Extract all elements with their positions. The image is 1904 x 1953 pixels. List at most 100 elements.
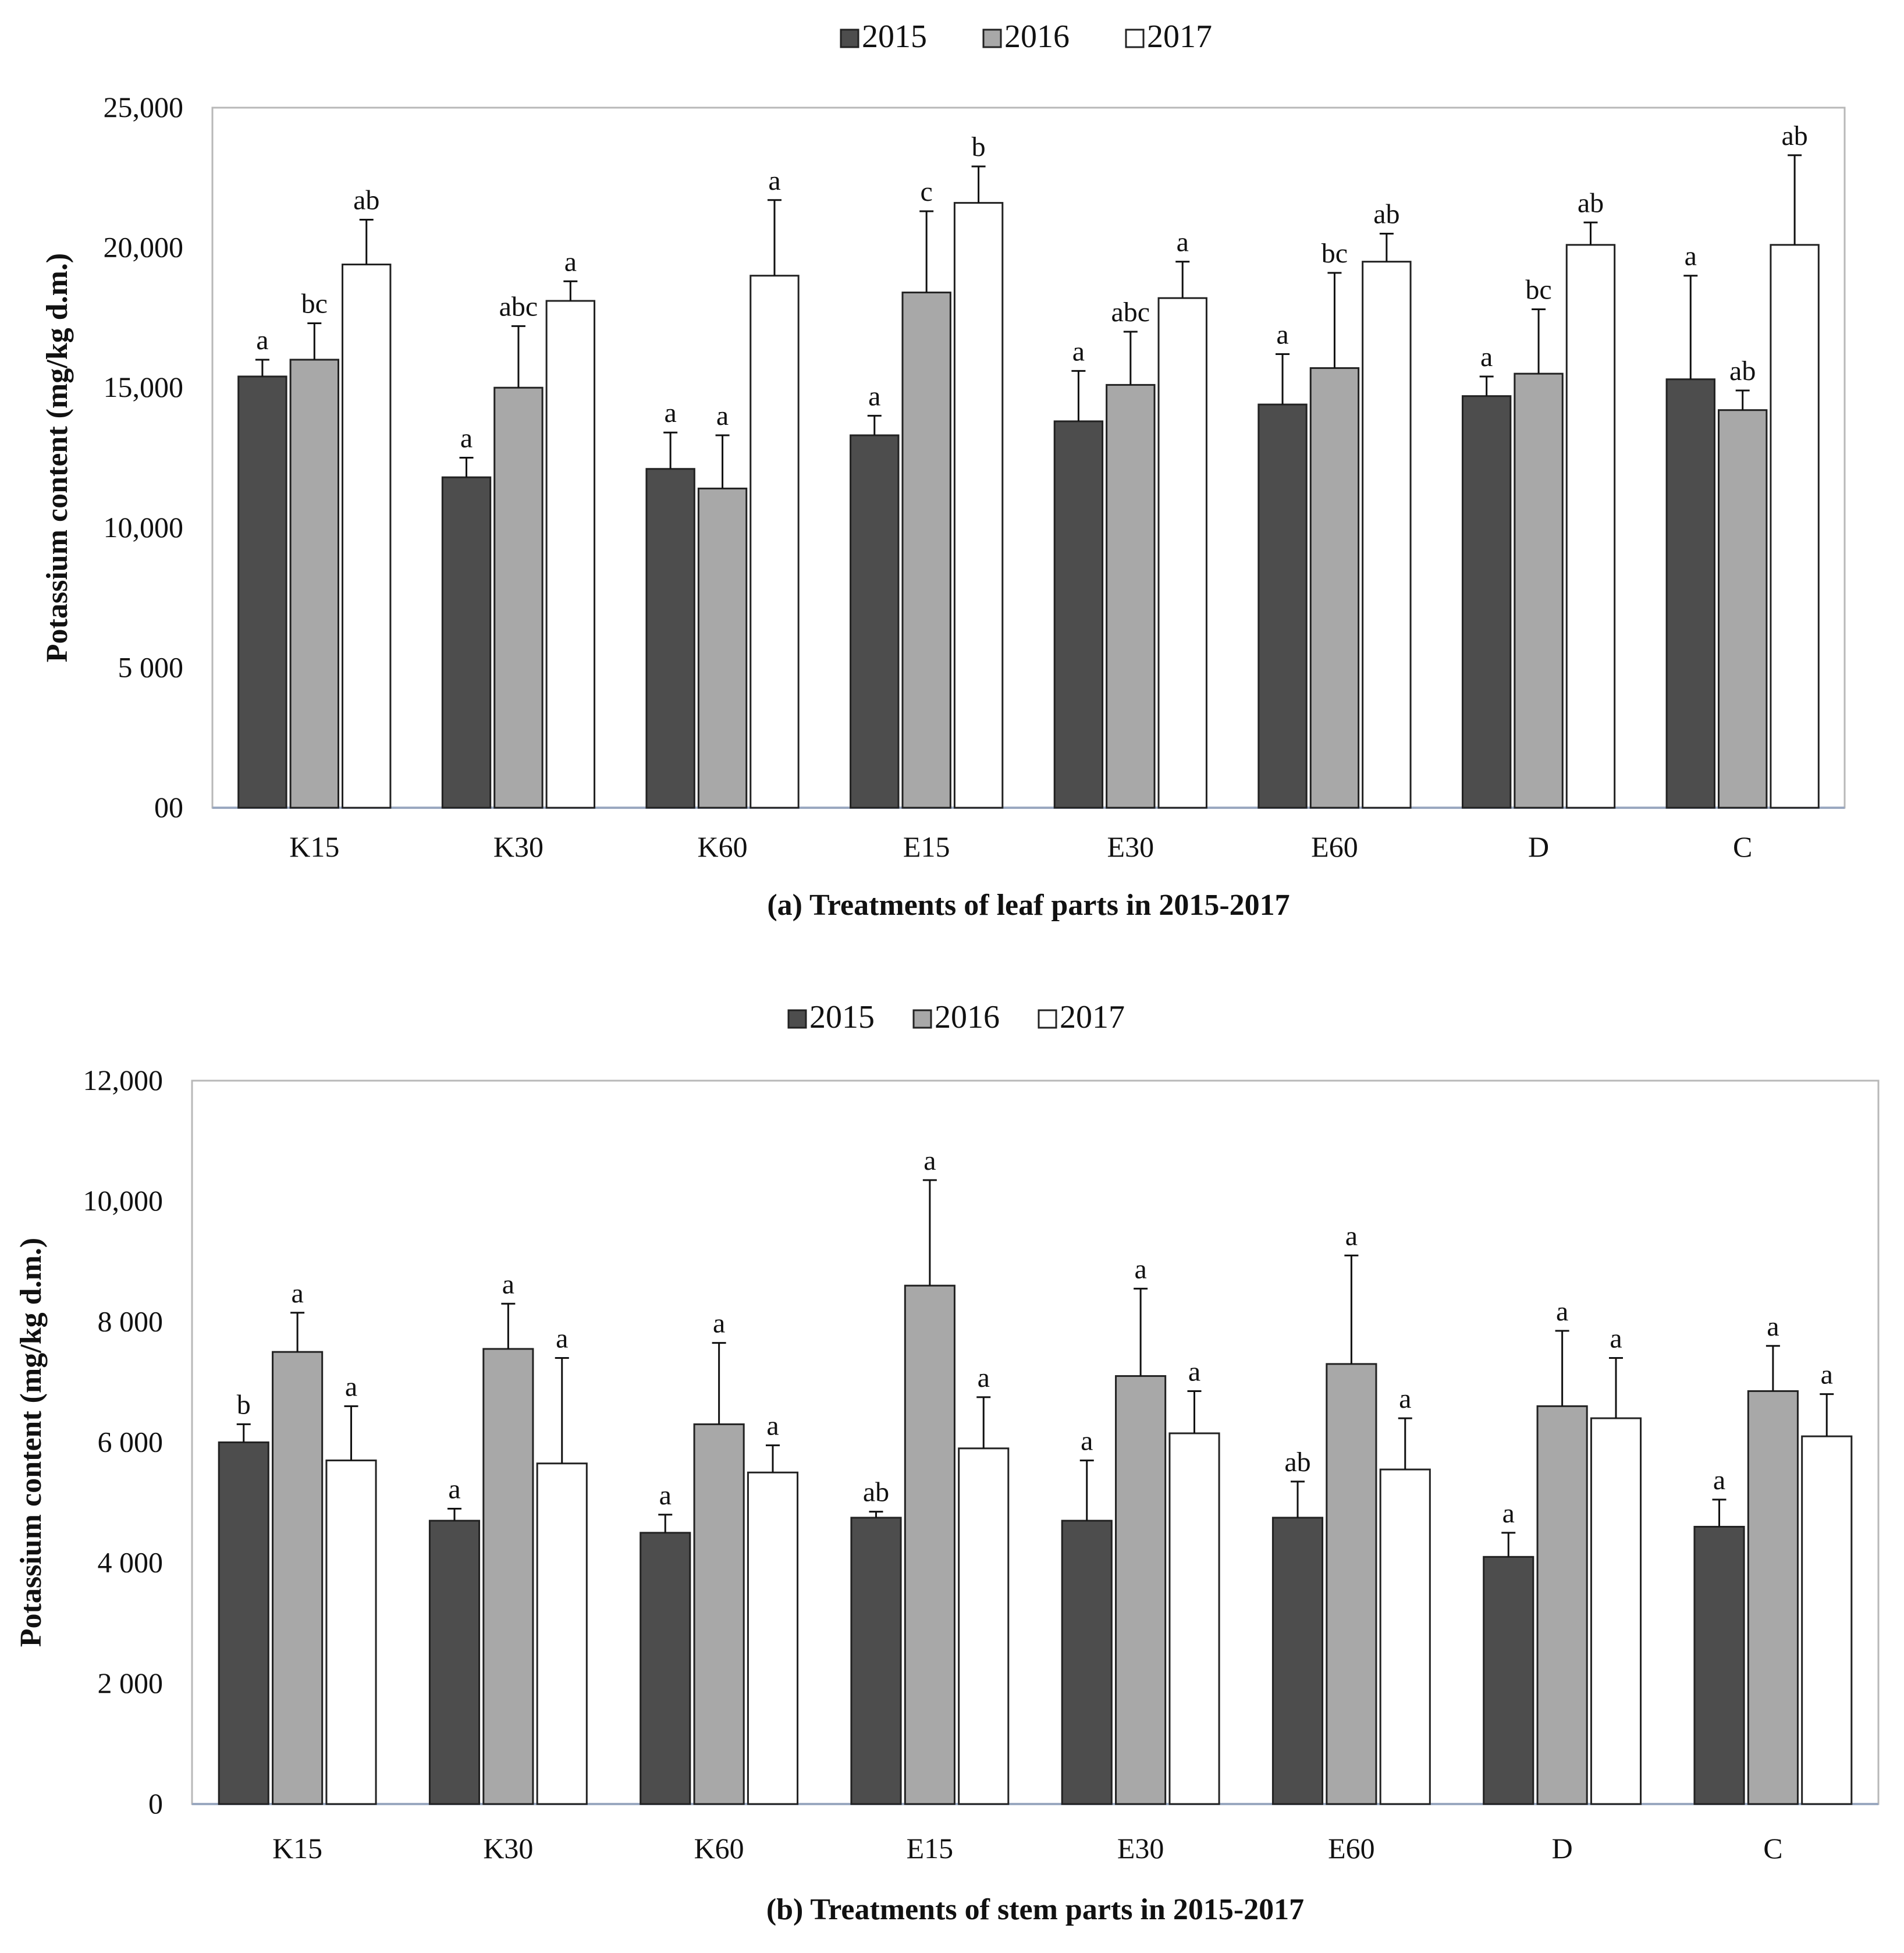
stem-bar-E30-2016 <box>1115 1375 1167 1805</box>
leaf-significance-letter: a <box>460 423 473 454</box>
stem-y-tick-label: 8 000 <box>98 1305 164 1337</box>
stem-legend-label-2016: 2016 <box>935 999 1000 1035</box>
leaf-bar-E30-2015 <box>1053 420 1104 809</box>
leaf-significance-letter: ab <box>1781 120 1807 151</box>
stem-x-axis-title: (b) Treatments of stem parts in 2015-201… <box>766 1893 1304 1926</box>
stem-significance-letter: a <box>1188 1356 1200 1387</box>
leaf-bar-E60-2017 <box>1362 261 1412 809</box>
leaf-significance-letter: a <box>1276 319 1288 350</box>
stem-bar-D-2016 <box>1536 1405 1588 1805</box>
stem-x-tick-label: E30 <box>1117 1832 1164 1865</box>
leaf-legend-swatch-2017 <box>1125 29 1145 48</box>
leaf-bar-C-2016 <box>1717 409 1768 809</box>
stem-significance-letter: a <box>345 1371 357 1402</box>
leaf-significance-letter: a <box>868 381 880 411</box>
stem-bar-K60-2015 <box>640 1532 691 1805</box>
stem-significance-letter: a <box>659 1480 672 1511</box>
stem-bar-C-2016 <box>1747 1390 1799 1805</box>
leaf-significance-letter: ab <box>353 184 379 215</box>
leaf-legend-swatch-2016 <box>982 29 1002 48</box>
leaf-significance-letter: a <box>716 400 729 431</box>
stem-y-tick-label: 6 000 <box>98 1426 164 1458</box>
leaf-legend-label-2015: 2015 <box>862 19 927 55</box>
leaf-bar-K15-2016 <box>289 358 340 809</box>
stem-x-tick-label: K30 <box>483 1832 533 1865</box>
leaf-significance-letter: a <box>1177 227 1189 258</box>
leaf-x-tick-label: C <box>1733 830 1752 863</box>
stem-y-tick-label: 12,000 <box>83 1064 164 1096</box>
leaf-significance-letter: a <box>1072 336 1085 367</box>
stem-bar-C-2017 <box>1801 1435 1853 1805</box>
stem-bar-E30-2015 <box>1061 1519 1113 1805</box>
leaf-significance-letter: a <box>256 325 268 356</box>
leaf-bar-K15-2017 <box>342 263 392 809</box>
stem-bar-K60-2016 <box>693 1423 745 1805</box>
stem-bar-K60-2017 <box>747 1471 799 1805</box>
stem-bar-E15-2015 <box>850 1517 902 1805</box>
leaf-bar-D-2015 <box>1461 395 1512 809</box>
leaf-significance-letter: b <box>972 132 986 162</box>
leaf-significance-letter: abc <box>499 291 538 322</box>
leaf-bar-K30-2017 <box>545 300 596 809</box>
stem-bar-K15-2015 <box>218 1441 269 1805</box>
leaf-bar-K30-2016 <box>493 386 544 809</box>
stem-bar-E60-2015 <box>1271 1517 1324 1805</box>
leaf-bar-K30-2015 <box>441 476 492 809</box>
leaf-bar-K60-2017 <box>749 275 800 809</box>
leaf-legend-swatch-2015 <box>840 29 859 48</box>
stem-significance-letter: a <box>1767 1311 1779 1342</box>
leaf-bar-C-2015 <box>1665 378 1715 809</box>
stem-significance-letter: a <box>1713 1465 1725 1496</box>
leaf-bar-E30-2016 <box>1106 384 1156 809</box>
stem-bar-K15-2016 <box>272 1351 324 1805</box>
stem-bar-E60-2017 <box>1379 1468 1431 1805</box>
leaf-y-axis-title: Potassium content (mg/kg d.m.) <box>41 253 74 662</box>
stem-x-tick-label: K15 <box>272 1832 322 1865</box>
stem-bar-E30-2017 <box>1168 1432 1220 1805</box>
leaf-legend-label-2016: 2016 <box>1004 19 1070 55</box>
stem-bar-K30-2016 <box>482 1348 534 1805</box>
stem-y-axis-title: Potassium content (mg/kg d.m.) <box>15 1238 48 1647</box>
stem-y-tick-label: 10,000 <box>83 1184 164 1217</box>
leaf-bar-K60-2016 <box>697 487 748 809</box>
leaf-bar-E15-2015 <box>850 434 900 809</box>
stem-bar-K15-2017 <box>325 1460 377 1805</box>
stem-x-tick-label: E15 <box>907 1832 954 1865</box>
stem-legend-label-2017: 2017 <box>1060 999 1125 1035</box>
stem-significance-letter: b <box>237 1389 251 1420</box>
stem-y-tick-label: 0 <box>148 1787 163 1820</box>
leaf-x-tick-label: K15 <box>289 830 339 863</box>
leaf-chart: 2015 2016 2017 00 5 000 10,000 15,000 20,000 25,… <box>0 0 1904 954</box>
leaf-significance-letter: a <box>664 397 676 428</box>
leaf-significance-letter: bc <box>301 289 328 319</box>
leaf-bar-E30-2017 <box>1157 297 1207 809</box>
stem-significance-letter: a <box>1502 1498 1515 1529</box>
stem-significance-letter: a <box>1821 1359 1833 1390</box>
leaf-x-tick-label: E15 <box>903 830 950 863</box>
leaf-bar-E15-2017 <box>953 202 1004 809</box>
leaf-x-tick-label: K60 <box>698 830 748 863</box>
leaf-x-tick-label: E60 <box>1311 830 1358 863</box>
stem-significance-letter: a <box>448 1473 460 1504</box>
stem-bar-D-2015 <box>1483 1556 1534 1805</box>
stem-significance-letter: a <box>978 1362 990 1393</box>
stem-significance-letter: a <box>1610 1323 1622 1354</box>
stem-x-tick-label: D <box>1552 1832 1573 1865</box>
leaf-significance-letter: a <box>564 246 577 277</box>
leaf-significance-letter: a <box>1480 342 1493 372</box>
stem-bar-K30-2017 <box>536 1462 588 1805</box>
stem-legend-swatch-2017 <box>1038 1009 1057 1029</box>
leaf-x-tick-label: D <box>1528 830 1549 863</box>
leaf-significance-letter: bc <box>1525 274 1551 305</box>
stem-significance-letter: a <box>1081 1426 1093 1457</box>
leaf-significance-letter: c <box>921 176 933 207</box>
leaf-bar-K60-2015 <box>645 468 695 809</box>
stem-legend-swatch-2015 <box>787 1009 807 1029</box>
stem-significance-letter: a <box>502 1269 514 1299</box>
stem-bar-E15-2016 <box>904 1284 955 1805</box>
stem-bar-K30-2015 <box>428 1519 481 1805</box>
leaf-significance-letter: ab <box>1373 199 1399 230</box>
stem-significance-letter: a <box>1134 1254 1146 1284</box>
stem-significance-letter: a <box>291 1278 303 1309</box>
stem-bar-E60-2016 <box>1326 1363 1377 1805</box>
